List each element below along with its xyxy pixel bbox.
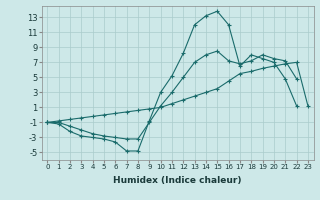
X-axis label: Humidex (Indice chaleur): Humidex (Indice chaleur) (113, 176, 242, 185)
